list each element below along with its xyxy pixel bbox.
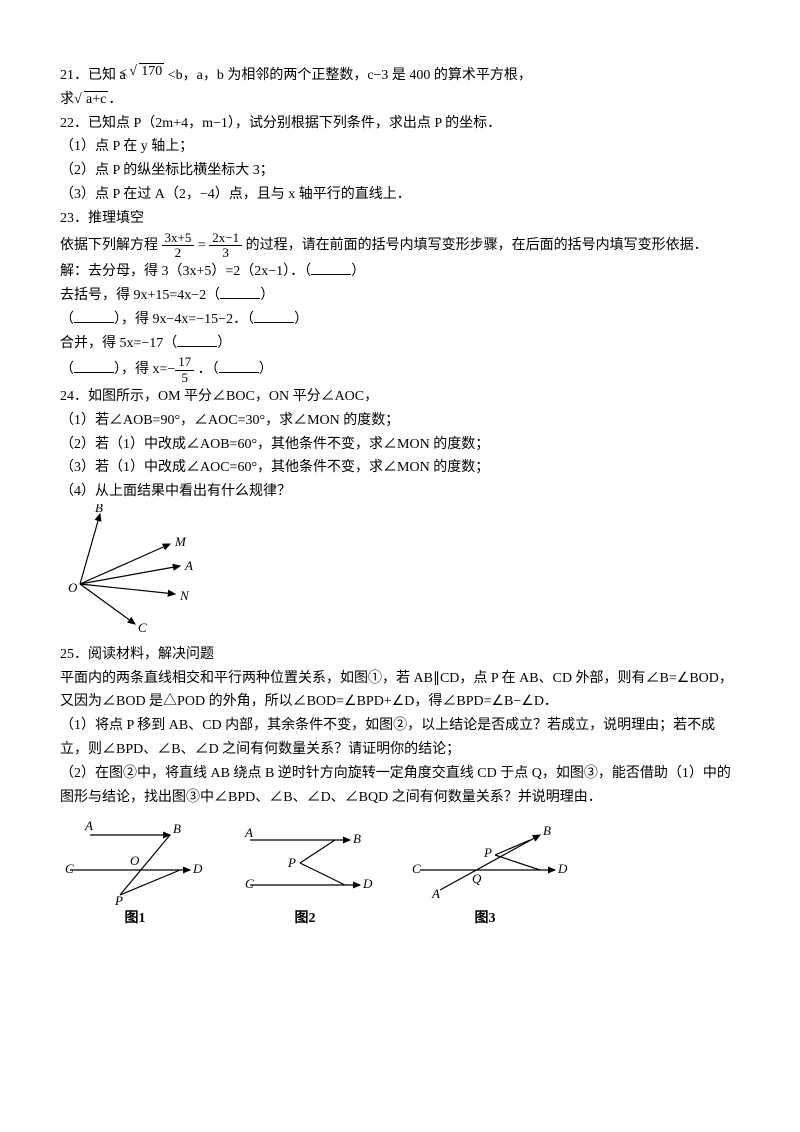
fig1-label: 图1 [60,907,210,931]
q24-p2: （2）若（1）中改成∠AOB=60°，其他条件不变，求∠MON 的度数； [60,433,740,457]
q23-s3: （），得 9x−4x=−15−2．（） [60,308,740,332]
svg-text:A: A [244,825,253,840]
blank-5b[interactable] [219,358,259,373]
svg-text:C: C [245,876,254,891]
q24-head: 24．如图所示，OM 平分∠BOC，ON 平分∠AOC， [60,385,740,409]
q25-para1: 平面内的两条直线相交和平行两种位置关系，如图①，若 AB∥CD，点 P 在 AB… [60,667,740,715]
svg-text:O: O [68,580,78,595]
q24-p4: （4）从上面结果中看出有什么规律？ [60,480,740,504]
svg-text:N: N [179,588,190,603]
svg-text:C: C [412,861,421,876]
blank-4[interactable] [177,332,217,347]
lt-sqrt-170: < 170 [129,60,164,84]
svg-text:Q: Q [472,871,482,886]
q23-eq-line: 依据下列解方程 3x+52 = 2x−13 的过程，请在前面的括号内填写变形步骤… [60,231,740,261]
svg-text:D: D [557,861,568,876]
fig3-label: 图3 [400,907,570,931]
q22-p1: （1）点 P 在 y 轴上； [60,135,740,159]
blank-5a[interactable] [74,358,114,373]
sqrt-a-c: a+c [74,88,108,112]
blank-1[interactable] [311,260,351,275]
frac-2x1-3: 2x−13 [209,231,242,261]
q24-p1: （1）若∠AOB=90°，∠AOC=30°，求∠MON 的度数； [60,409,740,433]
blank-2[interactable] [220,284,260,299]
svg-text:B: B [353,831,361,846]
q25-figures: A B C D O P 图1 A B C [60,815,740,931]
fig-3: A B C D P Q 图3 [400,820,570,931]
q21-text-b: <b，a，b 为相邻的两个正整数，c−3 是 400 的算术平方根， [168,68,532,83]
svg-text:D: D [192,861,203,876]
q22-p3: （3）点 P 在过 A（2，−4）点，且与 x 轴平行的直线上． [60,183,740,207]
fig-2: A B C D P 图2 [230,825,380,931]
svg-text:D: D [362,876,373,891]
q23-s5: （），得 x=−175 ．（） [60,355,740,385]
q24-p3: （3）若（1）中改成∠AOC=60°，其他条件不变，求∠MON 的度数； [60,456,740,480]
svg-text:C: C [138,620,147,634]
q23-s2: 去括号，得 9x+15=4x−2（） [60,284,740,308]
fig-1: A B C D O P 图1 [60,815,210,931]
q25-p2: （2）在图②中，将直线 AB 绕点 B 逆时针方向旋转一定角度交直线 CD 于点… [60,762,740,810]
svg-text:B: B [543,823,551,838]
svg-text:P: P [287,855,296,870]
q24-figure: B M A N C O [60,504,740,643]
q23-s4: 合并，得 5x=−17（） [60,332,740,356]
q22-p2: （2）点 P 的纵坐标比横坐标大 3； [60,159,740,183]
q21-line1: 21．已知 a < 170 <b，a，b 为相邻的两个正整数，c−3 是 400… [60,60,740,88]
svg-text:C: C [65,861,74,876]
svg-text:B: B [95,504,103,515]
blank-3b[interactable] [254,308,294,323]
q25-p1: （1）将点 P 移到 AB、CD 内部，其余条件不变，如图②，以上结论是否成立？… [60,714,740,762]
svg-text:M: M [174,534,187,549]
fig2-label: 图2 [230,907,380,931]
svg-text:A: A [84,818,93,833]
q23-head: 23．推理填空 [60,207,740,231]
svg-text:B: B [173,821,181,836]
frac-3x5-2: 3x+52 [162,231,195,261]
q23-s1: 解：去分母，得 3（3x+5）=2（2x−1）．（） [60,260,740,284]
q25-head: 25．阅读材料，解决问题 [60,643,740,667]
svg-text:A: A [184,558,193,573]
blank-3a[interactable] [74,308,114,323]
svg-text:A: A [431,886,440,901]
q21-line2: 求a+c． [60,88,740,112]
svg-text:P: P [483,845,492,860]
svg-text:O: O [130,853,140,868]
frac-17-5: 175 [175,355,194,385]
q22-head: 22．已知点 P（2m+4，m−1），试分别根据下列条件，求出点 P 的坐标． [60,112,740,136]
svg-text:P: P [114,893,123,905]
q21-num: 21 [60,68,74,83]
